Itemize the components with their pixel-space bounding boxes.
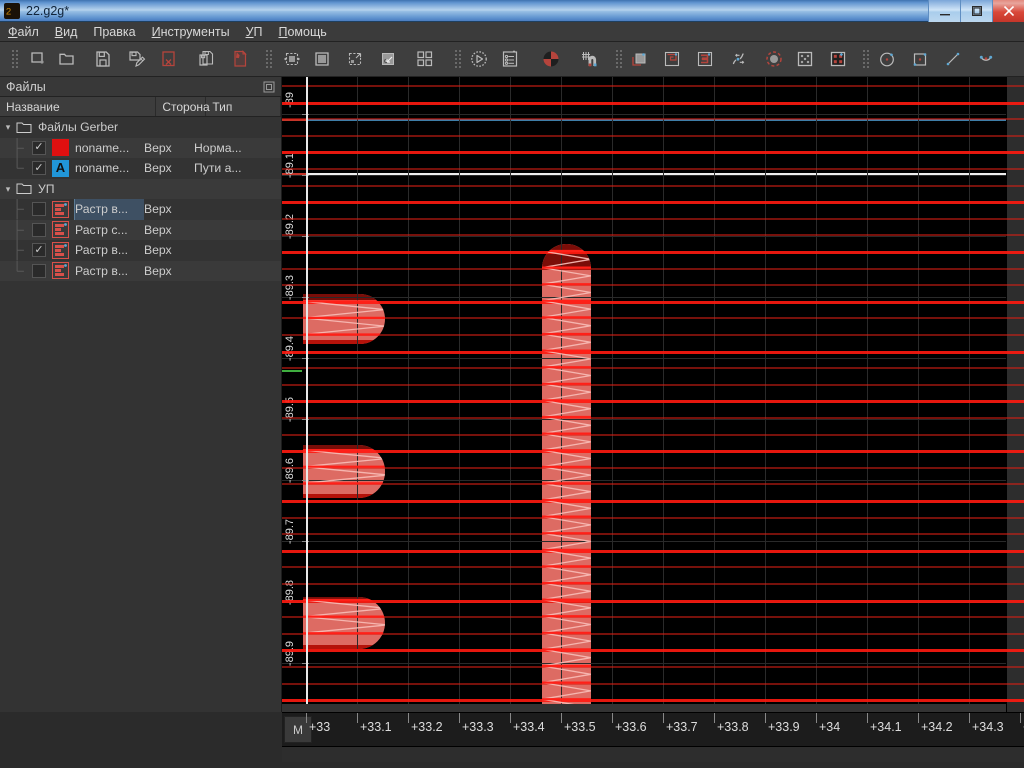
svg-text:2: 2 — [6, 6, 11, 17]
